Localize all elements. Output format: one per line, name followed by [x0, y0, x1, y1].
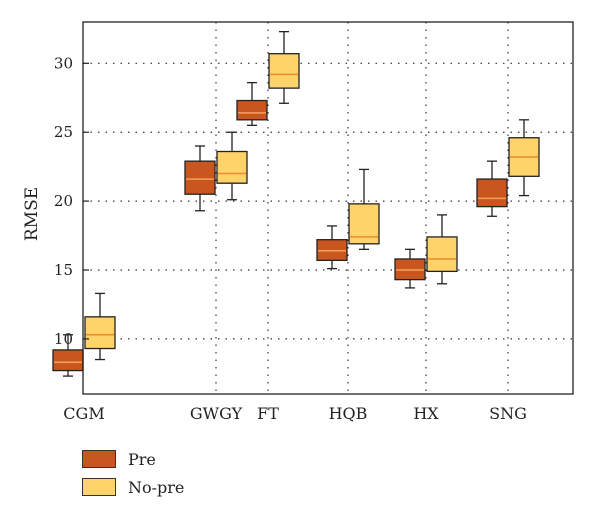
box-pre-sng — [476, 160, 508, 217]
x-tick-label-sng: SNG — [489, 404, 527, 423]
box-pre-hx — [394, 248, 426, 289]
box-pre-ft — [236, 81, 268, 126]
box-no-pre-gwgy — [216, 131, 248, 201]
y-tick-label-20: 20 — [54, 192, 73, 210]
boxes — [52, 30, 540, 377]
box-no-pre-cgm — [84, 292, 116, 361]
box-iqr — [426, 236, 458, 273]
box-pre-gwgy — [184, 145, 216, 212]
legend-label-no-pre: No-pre — [128, 477, 185, 497]
y-tick-label-10: 10 — [54, 330, 73, 348]
box-no-pre-ft — [268, 30, 300, 104]
legend-label-pre: Pre — [128, 449, 156, 469]
box-pre-hqb — [316, 225, 348, 270]
x-tick-label-gwgy: GWGY — [190, 404, 243, 423]
box-iqr — [52, 349, 84, 372]
y-axis-title: RMSE — [22, 187, 42, 241]
x-tick-label-hqb: HQB — [329, 404, 368, 423]
box-iqr — [268, 53, 300, 89]
box-iqr — [216, 150, 248, 184]
box-no-pre-hx — [426, 214, 458, 285]
x-tick-label-cgm: CGM — [63, 404, 104, 423]
legend-item-pre: Pre — [82, 446, 184, 472]
legend-swatch-pre — [82, 450, 116, 468]
box-iqr — [348, 203, 380, 245]
y-tick-label-15: 15 — [54, 261, 73, 279]
box-no-pre-hqb — [348, 168, 380, 250]
legend-swatch-no-pre — [82, 478, 116, 496]
grid-lines — [83, 22, 573, 394]
x-tick-label-ft: FT — [257, 404, 279, 423]
box-iqr — [184, 160, 216, 195]
y-tick-label-25: 25 — [54, 123, 73, 141]
box-iqr — [84, 316, 116, 350]
x-axis-categories: CGM GWGY FT HQB HX SNG — [63, 404, 527, 423]
box-iqr — [236, 99, 268, 121]
y-tick-label-30: 30 — [54, 54, 73, 72]
box-no-pre-sng — [508, 119, 540, 197]
y-axis-ticks: 10 15 20 25 30 — [54, 54, 89, 348]
legend-item-no-pre: No-pre — [82, 474, 184, 500]
x-tick-label-hx: HX — [413, 404, 439, 423]
plot-frame — [82, 21, 574, 395]
legend: Pre No-pre — [82, 446, 184, 502]
box-iqr — [476, 178, 508, 208]
